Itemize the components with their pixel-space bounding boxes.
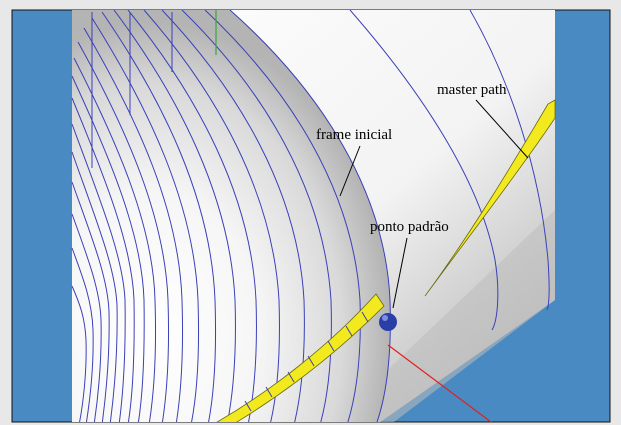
frame-inicial-label: frame inicial — [316, 127, 392, 143]
leader-lines — [339, 99, 529, 309]
default-point-highlight — [382, 315, 388, 321]
body-frame-ring-2 — [349, 10, 499, 331]
ponto-padrao-label: ponto padrão — [370, 219, 449, 235]
body-frame-ring — [469, 10, 550, 311]
cylinder-end-cap — [72, 10, 391, 422]
master-path-label: master path — [437, 82, 507, 98]
master-path-stripe — [424, 99, 556, 297]
default-point-marker — [379, 313, 397, 331]
red-axis — [387, 344, 492, 422]
path-stripe-ticks — [244, 311, 369, 412]
cylinder-shadow-edge — [333, 210, 555, 422]
path-stripe-cap — [216, 293, 385, 422]
frame-rings — [71, 10, 391, 422]
guide-lines — [91, 12, 173, 168]
